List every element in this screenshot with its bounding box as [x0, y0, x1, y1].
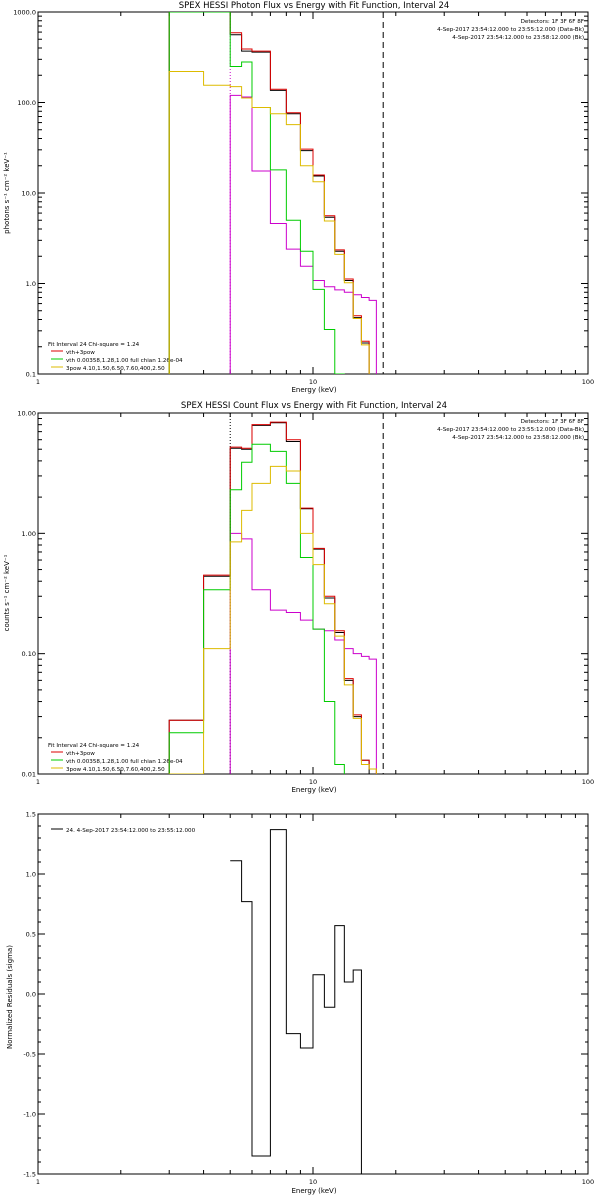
legend-label-vth: vth 0.00358,1.28,1.00 full chian 1.26e-0…: [66, 358, 183, 364]
info-line-data-interval: 4-Sep-2017 23:54:12.000 to 23:55:12.000 …: [437, 27, 584, 33]
x-axis-label: Energy (keV): [291, 386, 336, 394]
legend-label-3pow: 3pow 4.10,1.50,6.50,7.60,400,2.50: [66, 767, 165, 773]
y-tick-label: 1.00: [22, 530, 36, 538]
info-line-bk-interval: 4-Sep-2017 23:54:12.000 to 23:58:12.000 …: [452, 435, 584, 441]
series-count-total: [168, 421, 377, 774]
y-tick-label: 10.00: [17, 410, 36, 418]
plot-area: [230, 829, 384, 1174]
series-residual-data: [230, 829, 384, 1174]
x-tick-label: 100: [582, 1178, 594, 1186]
x-tick-label: 1: [36, 778, 40, 786]
x-tick-label: 1: [36, 378, 40, 386]
y-tick-label: 1.5: [26, 811, 36, 819]
x-tick-label: 10: [309, 1178, 317, 1186]
x-tick-label: 10: [309, 778, 317, 786]
legend-label-3pow: 3pow 4.10,1.50,6.50,7.60,400,2.50: [66, 366, 165, 372]
y-tick-label: 1.0: [26, 280, 36, 288]
series-count-data: [168, 422, 370, 774]
chart-title: SPEX HESSI Count Flux vs Energy with Fit…: [181, 401, 447, 411]
legend-label-residuals: 24. 4-Sep-2017 23:54:12.000 to 23:55:12.…: [66, 828, 196, 834]
legend-label-vth: vth 0.00358,1.28,1.00 full chian 1.26e-0…: [66, 759, 183, 765]
fit-header: Fit Interval 24 Chi-square = 1.24: [48, 342, 140, 348]
y-tick-label: -0.5: [23, 1051, 36, 1059]
chart-title: SPEX HESSI Photon Flux vs Energy with Fi…: [179, 1, 450, 11]
y-axis-label: photons s⁻¹ cm⁻² keV⁻¹: [3, 152, 11, 234]
residuals-panel: Energy (keV) Normalized Residuals (sigma…: [6, 811, 594, 1196]
photon-flux-panel: SPEX HESSI Photon Flux vs Energy with Fi…: [3, 1, 594, 394]
y-axis-label: counts s⁻¹ cm⁻² keV⁻¹: [3, 554, 11, 631]
series-count-comp1: [168, 443, 345, 774]
plot-frame: [37, 11, 589, 375]
x-tick-label: 100: [582, 778, 594, 786]
legend-label-total: vth+3pow: [66, 350, 95, 356]
series-count-background: [229, 532, 377, 774]
x-axis-label: Energy (keV): [291, 786, 336, 794]
legend-label-total: vth+3pow: [66, 751, 95, 757]
series-photon-total: [168, 12, 370, 374]
y-tick-label: -1.0: [23, 1111, 36, 1119]
x-tick-label: 10: [309, 378, 317, 386]
series-count-comp2: [168, 465, 377, 774]
y-tick-label: 0.1: [26, 371, 36, 379]
y-tick-label: 100.0: [17, 99, 36, 107]
y-tick-label: 0.01: [22, 771, 36, 779]
info-line-data-interval: 4-Sep-2017 23:54:12.000 to 23:55:12.000 …: [437, 427, 584, 433]
x-axis-label: Energy (keV): [291, 1187, 336, 1195]
count-flux-panel: SPEX HESSI Count Flux vs Energy with Fit…: [3, 401, 594, 794]
plot-area: [168, 421, 377, 774]
info-line-detectors: Detectors: 1F 3F 6F 8F: [521, 19, 584, 25]
fit-header: Fit Interval 24 Chi-square = 1.24: [48, 743, 140, 749]
y-tick-label: 0.5: [26, 931, 36, 939]
y-tick-label: 10.0: [22, 190, 36, 198]
series-photon-comp2: [168, 71, 370, 374]
y-axis-label: Normalized Residuals (sigma): [6, 945, 14, 1049]
x-tick-label: 100: [582, 378, 594, 386]
y-tick-label: 0.10: [22, 650, 36, 658]
info-line-bk-interval: 4-Sep-2017 23:54:12.000 to 23:58:12.000 …: [452, 35, 584, 41]
y-tick-label: 0.0: [26, 991, 36, 999]
y-tick-label: 1000.0: [13, 9, 36, 17]
y-tick-label: -1.5: [23, 1171, 36, 1179]
series-photon-comp1: [168, 12, 345, 374]
y-tick-label: 1.0: [26, 871, 36, 879]
info-line-detectors: Detectors: 1F 3F 6F 8F: [521, 419, 584, 425]
series-photon-background: [229, 94, 377, 374]
plot-area: [168, 12, 377, 374]
x-tick-label: 1: [36, 1178, 40, 1186]
series-photon-data: [168, 12, 370, 374]
